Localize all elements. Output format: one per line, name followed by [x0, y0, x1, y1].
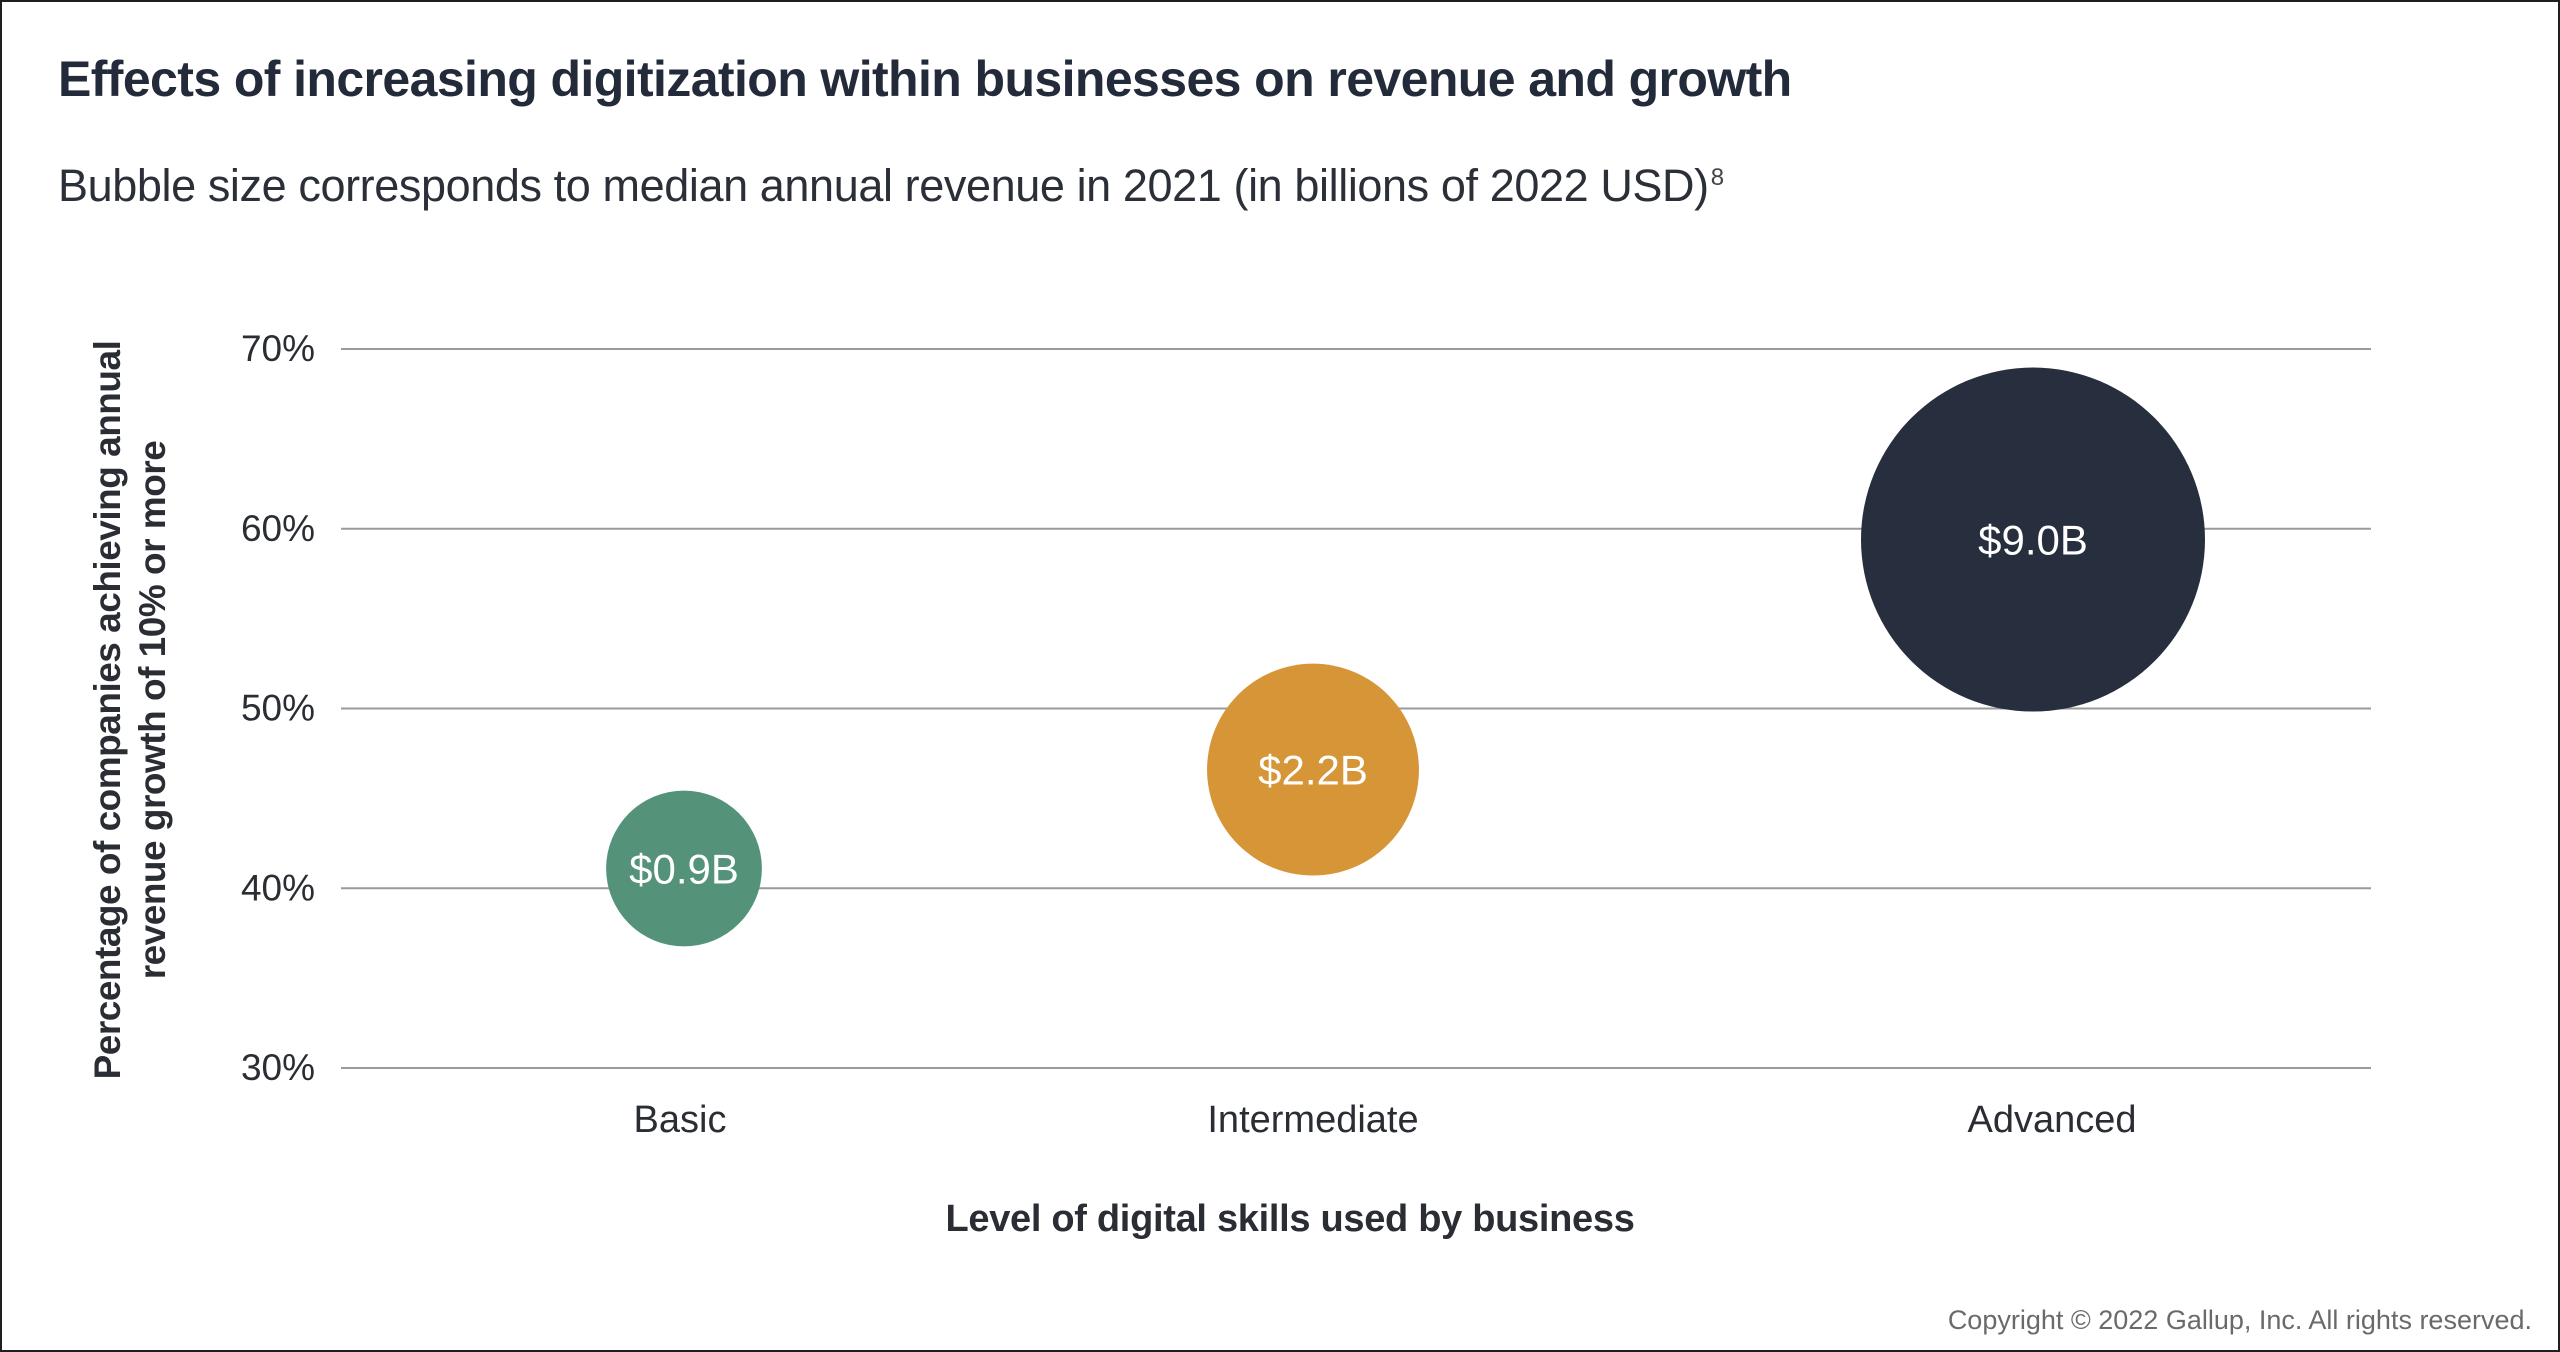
subtitle-text: Bubble size corresponds to median annual…: [58, 160, 1709, 211]
bubbles: $0.9B $2.2B $9.0B: [606, 367, 2205, 947]
bubble-advanced: $9.0B: [1861, 367, 2205, 712]
y-tick-label: 50%: [241, 688, 315, 729]
footnote-marker: 8: [1710, 164, 1724, 191]
y-tick-label: 40%: [241, 867, 315, 908]
bubble-value-label: $0.9B: [629, 845, 739, 892]
bubble-value-label: $9.0B: [1978, 517, 2088, 564]
y-tick-label: 30%: [241, 1047, 315, 1088]
y-tick-label: 60%: [241, 508, 315, 549]
x-tick-label: Basic: [634, 1099, 727, 1141]
bubble-basic: $0.9B: [606, 790, 762, 947]
x-axis-title: Level of digital skills used by business: [945, 1198, 1635, 1240]
bubble-value-label: $2.2B: [1258, 747, 1368, 794]
chart-subtitle: Bubble size corresponds to median annual…: [58, 160, 1724, 212]
chart-title: Effects of increasing digitization withi…: [58, 51, 1792, 107]
bubble-circle: [1207, 663, 1419, 876]
y-tick-label: 70%: [241, 328, 315, 369]
y-tick-labels: 30% 40% 50% 60% 70%: [241, 328, 315, 1088]
bubble-intermediate: $2.2B: [1207, 663, 1419, 876]
bubble-circle: [1861, 367, 2205, 712]
x-tick-label: Intermediate: [1207, 1099, 1418, 1141]
x-tick-label: Advanced: [1967, 1099, 2136, 1141]
x-tick-labels: Basic Intermediate Advanced: [634, 1099, 2137, 1141]
copyright-notice: Copyright © 2022 Gallup, Inc. All rights…: [1947, 1305, 2532, 1335]
bubble-circle: [606, 790, 762, 947]
